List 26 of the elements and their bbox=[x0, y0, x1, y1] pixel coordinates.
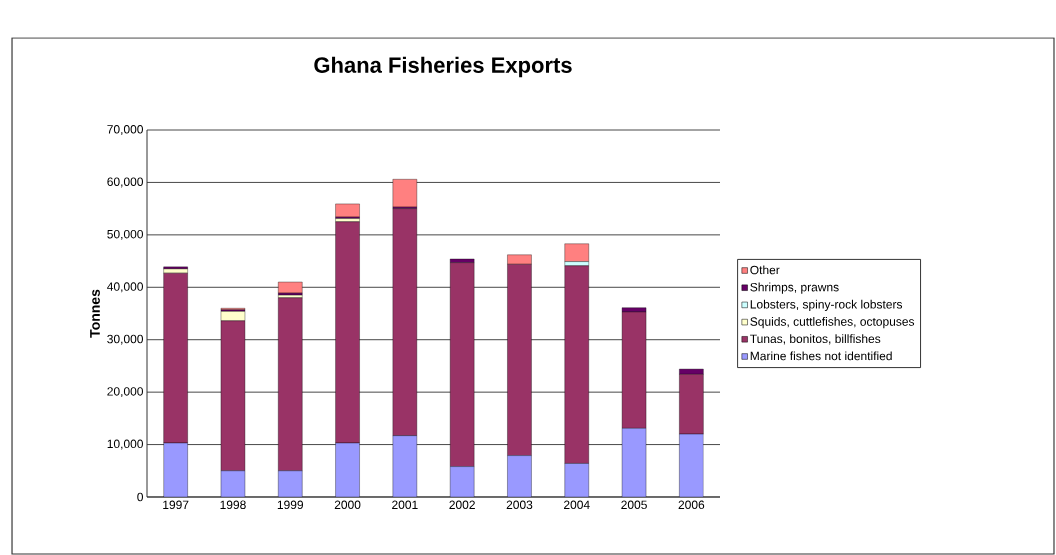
x-tick-label: 2001 bbox=[392, 500, 418, 510]
legend-label: Tunas, bonitos, billfishes bbox=[750, 334, 881, 345]
legend-label: Lobsters, spiny-rock lobsters bbox=[750, 299, 903, 311]
y-tick-label: 60,000 bbox=[107, 177, 143, 188]
legend-label: Other bbox=[750, 265, 780, 275]
y-axis-title: Tonnes bbox=[90, 289, 100, 338]
x-tick-label: 2000 bbox=[334, 500, 361, 510]
x-tick-label: 2004 bbox=[564, 500, 590, 510]
y-tick-label: 10,000 bbox=[107, 439, 143, 450]
legend-label: Squids, cuttlefishes, octopuses bbox=[750, 317, 915, 329]
x-tick-label: 2002 bbox=[449, 500, 475, 510]
x-tick-label: 2005 bbox=[621, 500, 647, 510]
y-tick-label: 40,000 bbox=[107, 282, 143, 293]
x-tick-label: 2006 bbox=[678, 500, 705, 510]
legend-label: Marine fishes not identified bbox=[750, 351, 892, 361]
x-tick-label: 2003 bbox=[506, 500, 533, 510]
x-tick-label: 1998 bbox=[220, 500, 246, 510]
y-tick-label: 70,000 bbox=[107, 125, 143, 135]
y-tick-label: 30,000 bbox=[107, 334, 143, 345]
y-tick-label: 20,000 bbox=[107, 387, 143, 398]
chart-title: Ghana Fisheries Exports bbox=[314, 56, 572, 78]
x-tick-label: 1997 bbox=[163, 500, 189, 510]
legend-label: Shrimps, prawns bbox=[750, 282, 839, 294]
y-tick-label: 0 bbox=[137, 492, 144, 502]
y-tick-label: 50,000 bbox=[107, 229, 143, 240]
x-tick-label: 1999 bbox=[277, 500, 304, 510]
